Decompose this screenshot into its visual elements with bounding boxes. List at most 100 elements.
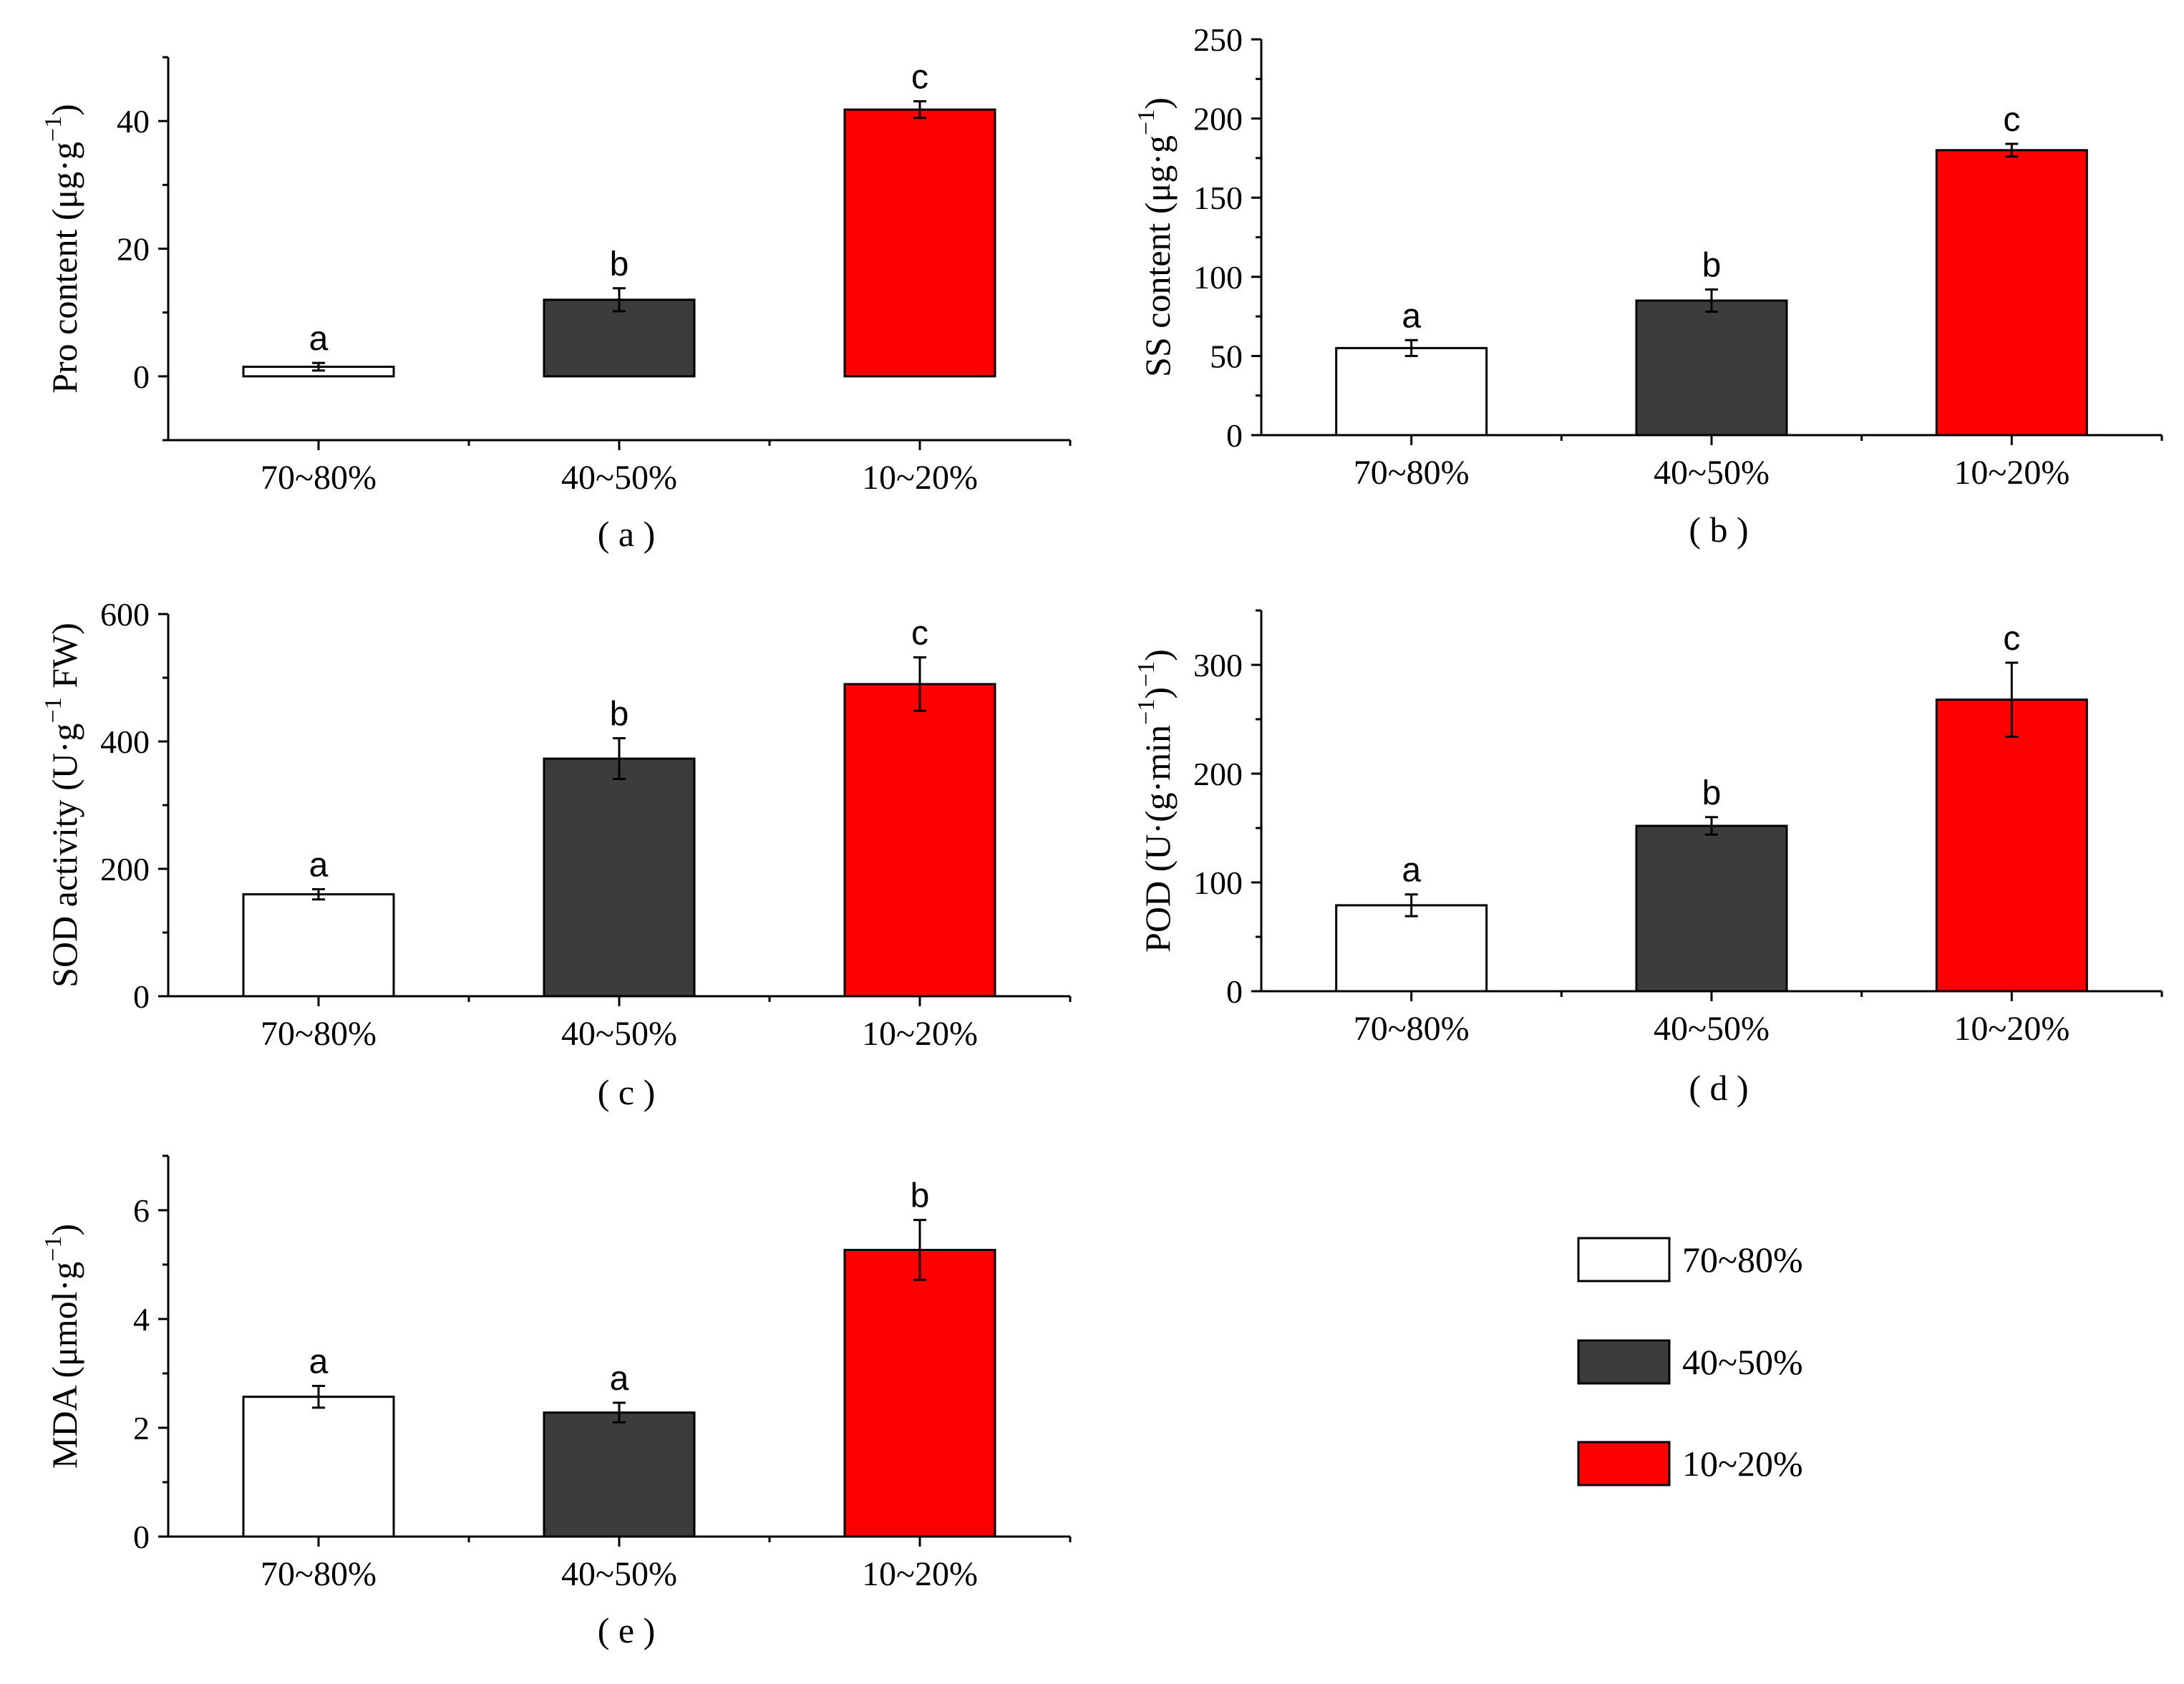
y-axis-label-text: SS content (μg·g <box>1137 135 1178 377</box>
error-bar-c-1 <box>312 887 325 901</box>
bar-b-3 <box>1935 149 2088 437</box>
y-tick-label: 100 <box>1193 865 1243 901</box>
significance-letter: a <box>309 846 329 884</box>
x-tick-label: 70~80% <box>1354 1010 1470 1048</box>
y-axis-label-sup: −1 <box>1133 109 1160 135</box>
error-bar-b-1 <box>1404 339 1418 357</box>
error-bar-e-3 <box>913 1219 926 1281</box>
error-bar-e-2 <box>613 1401 626 1423</box>
significance-letter: c <box>911 615 928 653</box>
legend-swatch-2 <box>1577 1339 1671 1385</box>
chart-panel-c: a b c 0 200 400 600 70~80% 40~50% 10~20% SOD activ… <box>40 596 1072 1112</box>
x-tick-label: 10~20% <box>862 1555 978 1593</box>
y-axis-label-suffix: FW) <box>44 623 84 697</box>
legend-swatch-1 <box>1577 1237 1671 1283</box>
y-axis-label-sup: −1 <box>40 697 67 723</box>
significance-letter: b <box>610 245 629 283</box>
y-axis-label-text: Pro content (μg·g <box>44 142 84 394</box>
legend: 70~80% 40~50% 10~20% <box>1577 1237 1803 1486</box>
legend-label: 70~80% <box>1682 1240 1803 1280</box>
bar-c-1 <box>242 893 395 998</box>
panel-label: ( c ) <box>598 1072 656 1112</box>
chart-panel-e: a a b 0 2 4 6 70~80% 40~50% 10~20% MDA (μmol·g−1) (… <box>40 1154 1072 1650</box>
bar-c-3 <box>843 683 996 998</box>
bar-c-2 <box>543 757 696 998</box>
y-tick-label: 0 <box>1226 417 1243 454</box>
significance-letter: c <box>2003 101 2020 139</box>
significance-letter: b <box>1702 246 1722 284</box>
y-tick-label: 4 <box>133 1301 150 1338</box>
x-tick-label: 70~80% <box>261 1555 377 1593</box>
error-bar-a-1 <box>312 361 325 372</box>
y-tick-label: 400 <box>100 724 150 760</box>
x-tick-label: 10~20% <box>1954 454 2069 492</box>
legend-label: 10~20% <box>1682 1444 1803 1484</box>
y-axis-label-text: MDA (μmol·g <box>44 1262 84 1469</box>
y-tick-label: 150 <box>1193 180 1243 216</box>
significance-letter: a <box>309 320 329 358</box>
y-axis-label: MDA (μmol·g−1) <box>40 1224 84 1469</box>
error-bar-c-2 <box>613 737 626 781</box>
panel-label: ( e ) <box>598 1610 656 1650</box>
y-tick-label: 200 <box>1193 756 1243 792</box>
significance-letter: b <box>911 1177 930 1215</box>
legend-swatch-3 <box>1577 1441 1671 1486</box>
panel-label: ( d ) <box>1689 1068 1748 1108</box>
y-axis-label: SOD activity (U·g−1 FW) <box>40 623 84 988</box>
y-tick-label: 50 <box>1210 338 1243 374</box>
y-tick-label: 0 <box>133 1519 150 1555</box>
bar-e-3 <box>843 1248 996 1538</box>
error-bar-d-3 <box>2005 661 2019 738</box>
x-tick-label: 70~80% <box>261 1015 377 1053</box>
y-axis-label-text: SOD activity (U·g <box>44 723 84 987</box>
chart-panel-a: a b c 0 20 40 70~80% 40~50% 10~20% Pro content (μ… <box>40 56 1072 554</box>
significance-letter: a <box>1402 297 1421 335</box>
y-axis-label-sup: −1 <box>1133 699 1160 725</box>
y-tick-label: 200 <box>1193 101 1243 137</box>
y-tick-label: 0 <box>1226 973 1243 1010</box>
bar-b-2 <box>1635 299 1788 437</box>
y-axis-label-sup: −1 <box>40 116 67 142</box>
y-tick-label: 2 <box>133 1410 150 1446</box>
y-axis-label-suffix: ) <box>1137 687 1178 699</box>
y-tick-label: 200 <box>100 851 150 887</box>
y-axis-label-suffix: ) <box>1137 649 1178 661</box>
error-bar-e-1 <box>312 1384 325 1409</box>
bar-d-1 <box>1335 904 1488 993</box>
y-axis-label: Pro content (μg·g−1) <box>40 104 84 394</box>
significance-letter: a <box>309 1343 329 1381</box>
x-tick-label: 70~80% <box>261 459 377 497</box>
x-tick-label: 10~20% <box>862 1015 978 1053</box>
legend-label: 40~50% <box>1682 1342 1803 1382</box>
y-tick-label: 20 <box>117 231 150 268</box>
y-tick-label: 0 <box>133 978 150 1015</box>
y-tick-label: 100 <box>1193 259 1243 296</box>
significance-letter: b <box>1702 774 1722 812</box>
panel-label: ( a ) <box>598 514 656 554</box>
significance-letter: b <box>610 696 629 734</box>
y-axis-label: SS content (μg·g−1) <box>1133 97 1178 377</box>
bar-d-2 <box>1635 824 1788 993</box>
bar-e-1 <box>242 1396 395 1538</box>
y-tick-label: 40 <box>117 103 150 140</box>
x-tick-label: 10~20% <box>1954 1010 2069 1048</box>
y-axis-label-suffix: ) <box>1137 97 1178 109</box>
x-tick-label: 40~50% <box>561 1015 677 1053</box>
y-tick-label: 300 <box>1193 647 1243 683</box>
y-axis-label-text: POD (U·(g·min <box>1137 725 1178 953</box>
y-tick-label: 6 <box>133 1192 150 1229</box>
x-tick-label: 40~50% <box>1654 1010 1770 1048</box>
y-axis-label-sup: −1 <box>40 1236 67 1262</box>
significance-letter: a <box>1402 852 1421 890</box>
bar-a-3 <box>843 108 996 378</box>
bar-a-2 <box>543 298 696 378</box>
x-tick-label: 10~20% <box>862 459 978 497</box>
y-axis-label-suffix: ) <box>44 1224 84 1236</box>
y-tick-label: 0 <box>133 359 150 395</box>
y-axis-label: POD (U·(g·min−1)−1) <box>1133 649 1178 953</box>
error-bar-b-2 <box>1705 288 1718 313</box>
error-bar-d-1 <box>1404 893 1418 918</box>
bar-e-2 <box>543 1411 696 1538</box>
error-bar-b-3 <box>2005 142 2019 158</box>
significance-letter: c <box>2003 620 2020 658</box>
